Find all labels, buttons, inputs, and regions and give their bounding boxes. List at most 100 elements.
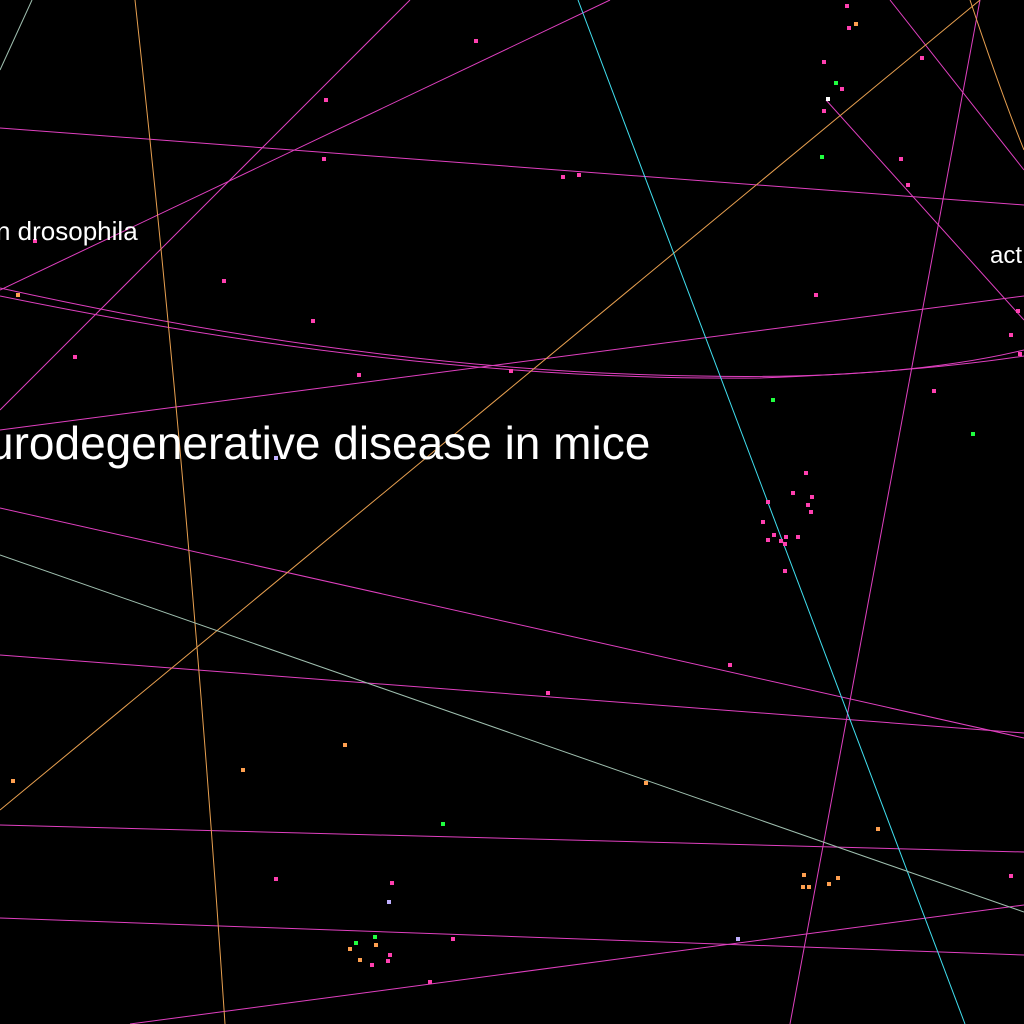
graph-node[interactable] bbox=[783, 569, 787, 573]
graph-edge bbox=[825, 99, 1024, 321]
graph-node[interactable] bbox=[546, 691, 550, 695]
graph-node[interactable] bbox=[386, 959, 390, 963]
graph-node[interactable] bbox=[222, 279, 226, 283]
graph-node[interactable] bbox=[728, 663, 732, 667]
graph-node[interactable] bbox=[16, 293, 20, 297]
graph-node[interactable] bbox=[388, 953, 392, 957]
graph-node[interactable] bbox=[374, 943, 378, 947]
graph-node[interactable] bbox=[806, 503, 810, 507]
graph-node[interactable] bbox=[804, 471, 808, 475]
graph-node[interactable] bbox=[354, 941, 358, 945]
graph-edge bbox=[0, 917, 1024, 956]
node-layer bbox=[11, 4, 1022, 984]
graph-node[interactable] bbox=[899, 157, 903, 161]
graph-node[interactable] bbox=[348, 947, 352, 951]
graph-edge bbox=[0, 295, 1024, 431]
graph-node[interactable] bbox=[358, 958, 362, 962]
graph-node[interactable] bbox=[810, 495, 814, 499]
graph-node[interactable] bbox=[876, 827, 880, 831]
graph-node[interactable] bbox=[772, 533, 776, 537]
graph-node[interactable] bbox=[766, 500, 770, 504]
graph-node[interactable] bbox=[1016, 309, 1020, 313]
graph-node[interactable] bbox=[373, 935, 377, 939]
graph-node[interactable] bbox=[274, 877, 278, 881]
graph-node[interactable] bbox=[509, 369, 513, 373]
graph-node[interactable] bbox=[343, 743, 347, 747]
graph-edge bbox=[969, 0, 1024, 151]
graph-node[interactable] bbox=[441, 822, 445, 826]
graph-node[interactable] bbox=[906, 183, 910, 187]
graph-node[interactable] bbox=[845, 4, 849, 8]
graph-node[interactable] bbox=[802, 873, 806, 877]
graph-edge bbox=[0, 295, 1024, 379]
graph-node[interactable] bbox=[644, 781, 648, 785]
graph-node[interactable] bbox=[766, 538, 770, 542]
graph-node[interactable] bbox=[33, 239, 37, 243]
graph-node[interactable] bbox=[791, 491, 795, 495]
graph-node[interactable] bbox=[847, 26, 851, 30]
graph-node[interactable] bbox=[322, 157, 326, 161]
graph-node[interactable] bbox=[840, 87, 844, 91]
graph-node[interactable] bbox=[814, 293, 818, 297]
graph-node[interactable] bbox=[807, 885, 811, 889]
graph-node[interactable] bbox=[771, 398, 775, 402]
graph-node[interactable] bbox=[932, 389, 936, 393]
graph-node[interactable] bbox=[827, 882, 831, 886]
graph-edge bbox=[129, 904, 1024, 1024]
graph-node[interactable] bbox=[796, 535, 800, 539]
graph-node[interactable] bbox=[761, 520, 765, 524]
graph-edge bbox=[0, 127, 1024, 206]
graph-edge bbox=[0, 0, 611, 291]
graph-node[interactable] bbox=[820, 155, 824, 159]
graph-edge bbox=[577, 0, 966, 1024]
graph-node[interactable] bbox=[779, 539, 783, 543]
graph-edge bbox=[0, 654, 1024, 734]
graph-node[interactable] bbox=[1009, 333, 1013, 337]
graph-node[interactable] bbox=[836, 876, 840, 880]
graph-node[interactable] bbox=[390, 881, 394, 885]
node-label-left: n drosophila bbox=[0, 216, 138, 246]
graph-node[interactable] bbox=[971, 432, 975, 436]
graph-node[interactable] bbox=[474, 39, 478, 43]
graph-node[interactable] bbox=[577, 173, 581, 177]
graph-node[interactable] bbox=[370, 963, 374, 967]
graph-edge bbox=[134, 0, 226, 1024]
graph-node[interactable] bbox=[826, 97, 830, 101]
graph-node[interactable] bbox=[428, 980, 432, 984]
graph-node[interactable] bbox=[451, 937, 455, 941]
graph-node[interactable] bbox=[736, 937, 740, 941]
graph-edge bbox=[0, 507, 1024, 739]
graph-node[interactable] bbox=[357, 373, 361, 377]
graph-node[interactable] bbox=[783, 542, 787, 546]
graph-node[interactable] bbox=[1009, 874, 1013, 878]
graph-edge bbox=[0, 0, 411, 411]
graph-node[interactable] bbox=[784, 535, 788, 539]
graph-node[interactable] bbox=[1018, 352, 1022, 356]
graph-node[interactable] bbox=[11, 779, 15, 783]
node-label-right: act bbox=[990, 242, 1023, 269]
graph-edge bbox=[0, 824, 1024, 853]
graph-node[interactable] bbox=[822, 109, 826, 113]
graph-node[interactable] bbox=[854, 22, 858, 26]
graph-edge bbox=[0, 554, 1024, 913]
graph-node[interactable] bbox=[387, 900, 391, 904]
graph-edge bbox=[0, 0, 981, 811]
graph-edge bbox=[0, 0, 33, 71]
graph-node[interactable] bbox=[73, 355, 77, 359]
graph-node[interactable] bbox=[274, 456, 278, 460]
graph-node[interactable] bbox=[241, 768, 245, 772]
graph-node[interactable] bbox=[311, 319, 315, 323]
graph-node[interactable] bbox=[561, 175, 565, 179]
graph-edge bbox=[889, 0, 1024, 171]
graph-node[interactable] bbox=[324, 98, 328, 102]
node-label-main: urodegenerative disease in mice bbox=[0, 417, 651, 469]
graph-node[interactable] bbox=[809, 510, 813, 514]
graph-node[interactable] bbox=[822, 60, 826, 64]
graph-node[interactable] bbox=[834, 81, 838, 85]
graph-node[interactable] bbox=[920, 56, 924, 60]
graph-edge bbox=[789, 0, 981, 1024]
graph-node[interactable] bbox=[801, 885, 805, 889]
